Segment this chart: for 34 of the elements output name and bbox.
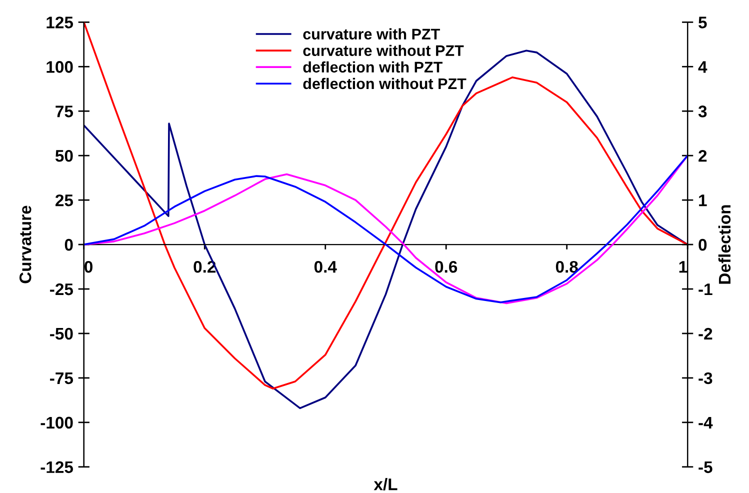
y2-tick-label: -2 xyxy=(698,328,712,340)
x-tick-label: 0.6 xyxy=(435,260,458,273)
legend-label: deflection with PZT xyxy=(303,61,442,73)
y2-tick-label: 3 xyxy=(698,106,707,118)
y-tick-label: 50 xyxy=(55,150,73,162)
x-tick-label: 0 xyxy=(84,260,92,273)
y-tick-label: 25 xyxy=(56,194,74,206)
y-axis-title: Curvature xyxy=(19,206,32,284)
y2-tick-label: 1 xyxy=(699,194,707,206)
y-tick-label: -125 xyxy=(40,461,74,474)
y2-tick-label: 2 xyxy=(698,150,707,162)
y2-tick-label: 4 xyxy=(698,61,708,73)
legend-label: deflection without PZT xyxy=(303,78,466,90)
y2-tick-label: 5 xyxy=(698,16,707,28)
y-tick-label: -75 xyxy=(50,372,74,384)
x-tick-label: 1 xyxy=(679,261,688,273)
y2-tick-label: -3 xyxy=(698,372,712,384)
x-tick-label: 0.8 xyxy=(556,260,578,273)
y-tick-label: 100 xyxy=(46,61,73,73)
legend-label: curvature with PZT xyxy=(303,28,440,40)
y2-tick-label: -4 xyxy=(698,416,713,428)
y2-tick-label: -5 xyxy=(698,461,712,474)
legend-label: curvature without PZT xyxy=(303,44,464,56)
x-tick-label: 0.4 xyxy=(314,260,337,273)
y2-axis-title: Deflection xyxy=(718,205,731,284)
y-tick-label: -50 xyxy=(50,328,73,340)
y-tick-label: -100 xyxy=(40,416,73,429)
y-tick-label: 125 xyxy=(46,16,74,28)
y2-tick-label: -1 xyxy=(698,284,712,296)
y-tick-label: 0 xyxy=(64,238,73,251)
y-tick-label: 75 xyxy=(56,106,74,118)
y2-tick-label: 0 xyxy=(698,238,707,251)
x-axis-title: x/L xyxy=(374,478,398,490)
y-tick-label: -25 xyxy=(50,283,74,296)
